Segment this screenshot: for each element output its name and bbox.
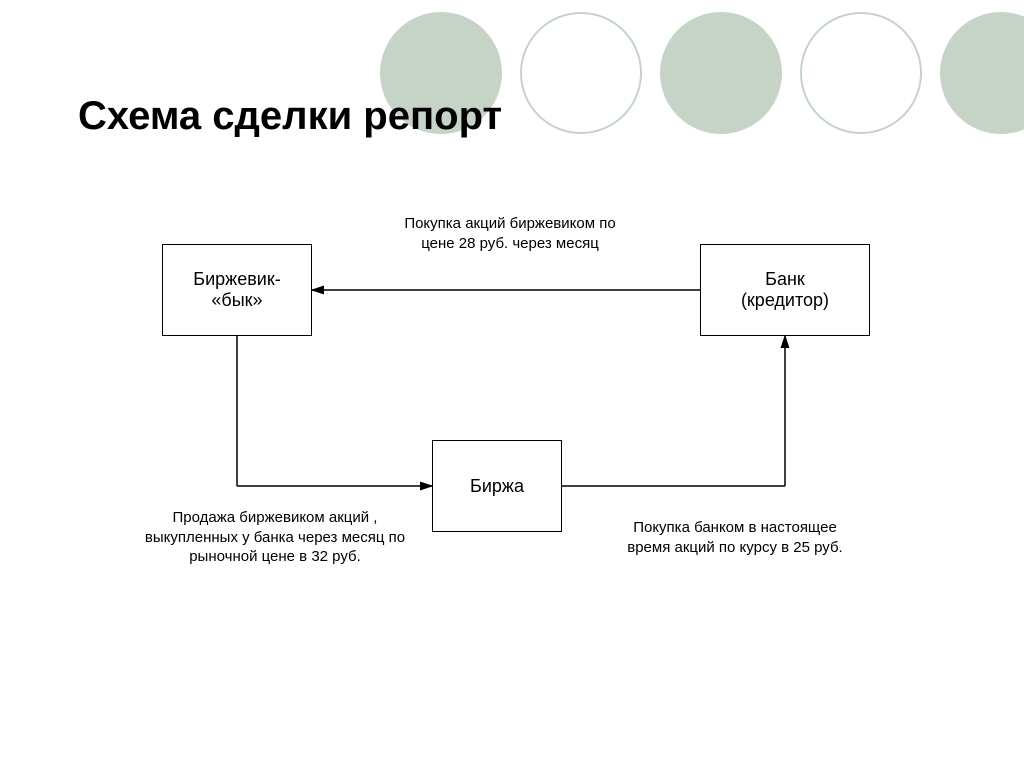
node-bank-line1: Банк <box>765 269 805 290</box>
edge-label-bank-to-trader-l1: Покупка акций биржевиком по <box>340 214 680 234</box>
node-bank: Банк (кредитор) <box>700 244 870 336</box>
node-trader-line2: «бык» <box>211 290 262 311</box>
edge-label-trader-to-exchange-l3: рыночной цене в 32 руб. <box>120 547 430 567</box>
bg-circle-4 <box>800 12 922 134</box>
edge-label-trader-to-exchange-l2: выкупленных у банка через месяц по <box>120 528 430 548</box>
node-bank-line2: (кредитор) <box>741 290 829 311</box>
bg-circle-3 <box>660 12 782 134</box>
edge-label-trader-to-exchange-l1: Продажа биржевиком акций , <box>120 508 430 528</box>
bg-circle-2 <box>520 12 642 134</box>
node-trader-line1: Биржевик- <box>193 269 280 290</box>
edge-label-bank-to-trader: Покупка акций биржевиком по цене 28 руб.… <box>340 214 680 253</box>
edge-label-exchange-to-bank: Покупка банком в настоящее время акций п… <box>580 518 890 557</box>
node-exchange: Биржа <box>432 440 562 532</box>
bg-circle-5 <box>940 12 1024 134</box>
edge-label-trader-to-exchange: Продажа биржевиком акций , выкупленных у… <box>120 508 430 567</box>
edge-label-exchange-to-bank-l1: Покупка банком в настоящее <box>580 518 890 538</box>
slide-title: Схема сделки репорт <box>78 94 502 139</box>
node-exchange-line1: Биржа <box>470 476 524 497</box>
edge-label-bank-to-trader-l2: цене 28 руб. через месяц <box>340 234 680 254</box>
edge-label-exchange-to-bank-l2: время акций по курсу в 25 руб. <box>580 538 890 558</box>
node-trader: Биржевик- «бык» <box>162 244 312 336</box>
